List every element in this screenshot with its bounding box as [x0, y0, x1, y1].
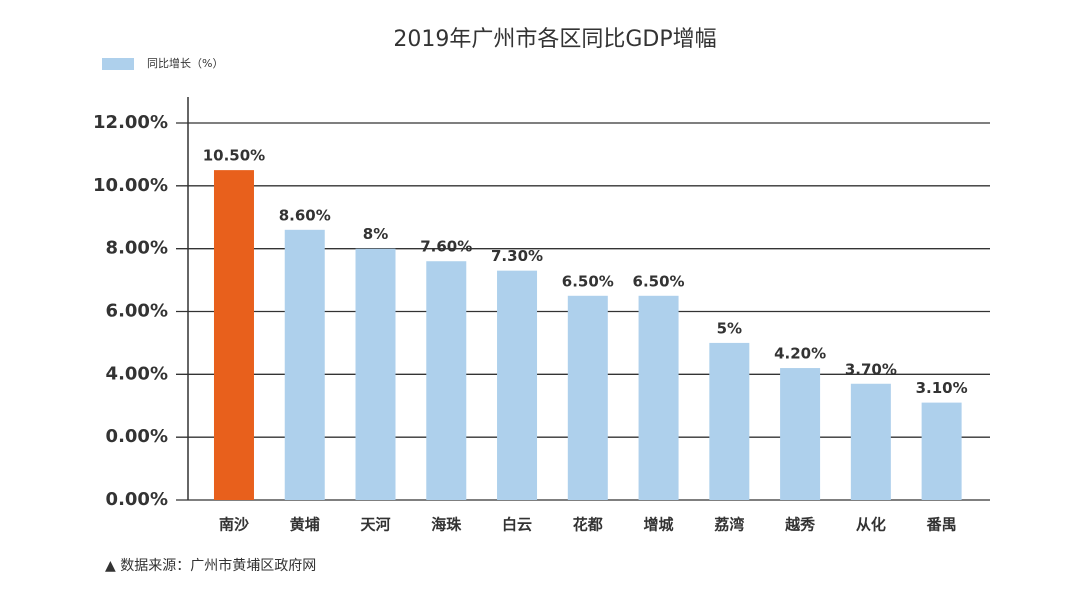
value-label: 3.70%: [845, 360, 897, 378]
legend-swatch: [102, 58, 134, 70]
value-label: 4.20%: [774, 345, 826, 363]
x-tick-label: 白云: [502, 516, 532, 534]
x-tick-label: 南沙: [219, 516, 249, 534]
y-tick-label: 12.00%: [93, 112, 168, 133]
y-tick-label: 6.00%: [106, 301, 168, 322]
value-label: 6.50%: [562, 272, 614, 290]
bar: [284, 229, 325, 501]
x-tick-label: 花都: [573, 516, 603, 534]
source-note: ▲ 数据来源：广州市黄埔区政府网: [105, 557, 316, 574]
value-label: 7.60%: [420, 238, 472, 256]
bar: [850, 383, 891, 500]
x-tick-label: 越秀: [784, 516, 816, 534]
bar: [638, 295, 679, 500]
bar: [921, 402, 962, 500]
y-tick-label: 8.00%: [106, 238, 168, 259]
x-tick-label: 天河: [361, 516, 391, 534]
bar: [426, 261, 467, 500]
bar: [780, 368, 821, 500]
value-label: 7.30%: [491, 247, 543, 265]
y-tick-label: 0.00%: [106, 426, 168, 447]
value-label: 5%: [717, 319, 742, 337]
value-label: 8%: [363, 225, 388, 243]
x-tick-label: 荔湾: [714, 516, 744, 534]
bar: [355, 248, 396, 500]
value-label: 10.50%: [203, 147, 265, 165]
x-tick-label: 从化: [856, 516, 886, 534]
y-tick-label: 0.00%: [106, 489, 168, 510]
x-tick-label: 增城: [644, 516, 674, 534]
value-label: 8.60%: [279, 206, 331, 224]
x-tick-label: 海珠: [431, 516, 462, 534]
x-tick-label: 黄埔: [290, 516, 320, 534]
bar: [213, 170, 254, 500]
chart-title: 2019年广州市各区同比GDP增幅: [393, 27, 716, 52]
bar: [497, 270, 538, 500]
y-tick-label: 4.00%: [106, 363, 168, 384]
value-label: 6.50%: [633, 272, 685, 290]
value-label: 3.10%: [916, 379, 968, 397]
bar: [709, 342, 750, 500]
bar: [567, 295, 608, 500]
x-tick-label: 番禺: [926, 516, 957, 534]
y-tick-label: 10.00%: [93, 175, 168, 196]
legend-label: 同比增长（%）: [147, 56, 223, 70]
